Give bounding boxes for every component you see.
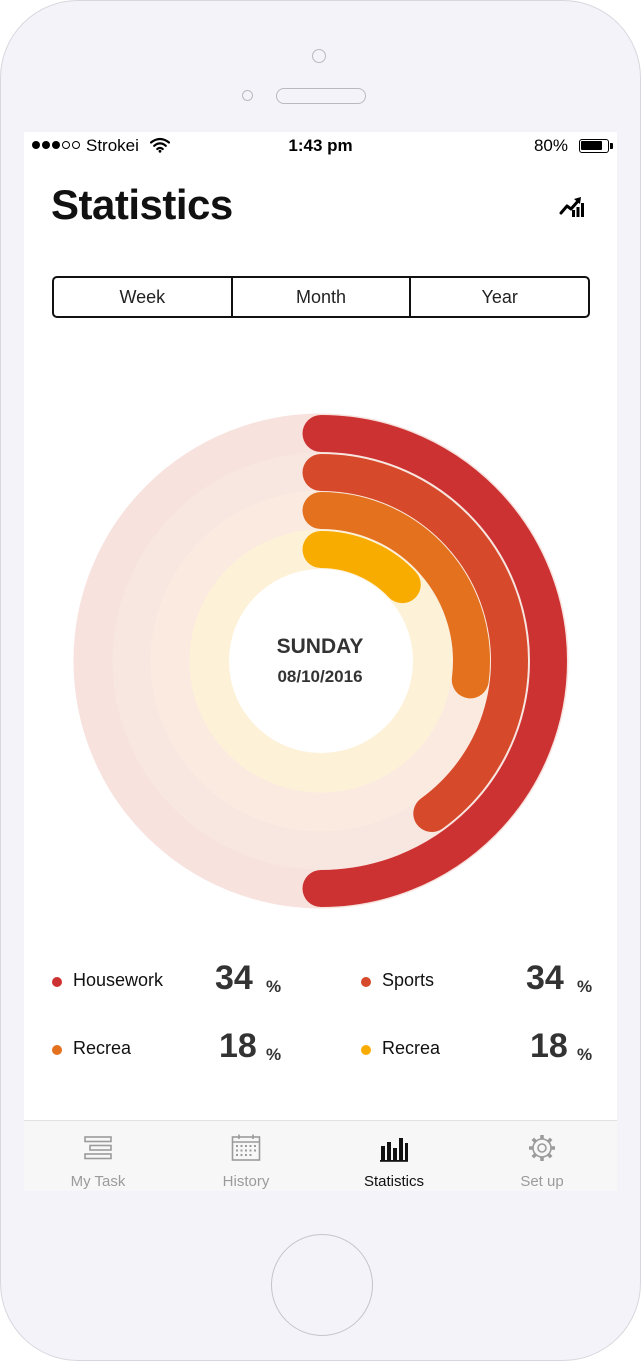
app-screen: Strokei 1:43 pm 80% Statistics <box>24 132 617 1191</box>
ring-progress-sports <box>302 454 528 832</box>
tab-label: History <box>222 1173 270 1190</box>
tab-statistics[interactable]: Statistics <box>320 1121 468 1191</box>
page-title: Statistics <box>51 181 233 228</box>
signal-strength-icon <box>32 141 80 149</box>
legend-dot <box>52 977 62 987</box>
signal-dot <box>52 141 60 149</box>
tab-label: Set up <box>520 1173 564 1190</box>
chart-center-date: 08/10/2016 <box>277 667 363 686</box>
segment-year[interactable]: Year <box>409 278 588 316</box>
trend-chart-icon[interactable] <box>559 196 585 218</box>
legend-dot <box>52 1045 62 1055</box>
battery-level <box>581 141 602 150</box>
status-bar: Strokei 1:43 pm 80% <box>24 132 617 160</box>
segment-month[interactable]: Month <box>230 278 410 316</box>
legend-value: 18 <box>219 1027 257 1065</box>
legend-unit: % <box>266 1045 282 1064</box>
ring-center <box>229 569 413 753</box>
ring-progress-recrea <box>302 531 421 604</box>
home-button[interactable] <box>271 1234 373 1336</box>
legend-unit: % <box>266 977 282 996</box>
earpiece-speaker <box>276 88 366 104</box>
legend-unit: % <box>577 1045 593 1064</box>
ring-progress-housework <box>302 415 567 907</box>
front-sensor <box>312 49 326 63</box>
signal-dot <box>32 141 40 149</box>
battery-percent: 80% <box>533 136 568 155</box>
tab-label: My Task <box>70 1173 126 1190</box>
segment-week[interactable]: Week <box>119 287 166 307</box>
status-time: 1:43 pm <box>288 136 353 155</box>
legend-label: Housework <box>73 970 164 990</box>
tab-my-task[interactable]: My Task <box>24 1121 172 1191</box>
legend-label: Recrea <box>73 1038 132 1058</box>
tab-history[interactable]: History <box>172 1121 320 1191</box>
legend-label: Sports <box>382 970 435 990</box>
tab-bar: My Task History <box>24 1120 617 1191</box>
legend-value: 18 <box>530 1027 568 1065</box>
tab-label: Statistics <box>363 1173 424 1190</box>
legend-item-housework: Housework 34 % <box>52 959 292 997</box>
tasks-icon <box>84 1136 112 1160</box>
calendar-icon <box>231 1134 261 1161</box>
chart-center-day: SUNDAY <box>276 635 364 658</box>
battery-icon <box>579 139 613 153</box>
front-camera <box>242 90 253 101</box>
activity-rings-chart <box>73 413 569 909</box>
legend-value: 34 <box>215 959 253 997</box>
ring-progress-recrea <box>302 492 490 699</box>
signal-dot <box>62 141 70 149</box>
signal-dot <box>72 141 80 149</box>
tab-set-up[interactable]: Set up <box>468 1121 616 1191</box>
legend-dot <box>361 977 371 987</box>
battery-cap <box>610 143 613 149</box>
legend-value: 34 <box>526 959 564 997</box>
signal-dot <box>42 141 50 149</box>
period-segmented-control: Week Month Year <box>52 276 590 318</box>
legend-dot <box>361 1045 371 1055</box>
carrier-name: Strokei <box>86 136 139 155</box>
wifi-icon <box>150 137 170 153</box>
legend-item-recrea: Recrea 18 % <box>52 1027 292 1065</box>
legend-item-recrea-2: Recrea 18 % <box>361 1027 601 1065</box>
gear-icon <box>529 1135 555 1161</box>
legend-unit: % <box>577 977 593 996</box>
legend-item-sports: Sports 34 % <box>361 959 601 997</box>
legend-label: Recrea <box>382 1038 441 1058</box>
bar-chart-icon <box>380 1138 408 1162</box>
